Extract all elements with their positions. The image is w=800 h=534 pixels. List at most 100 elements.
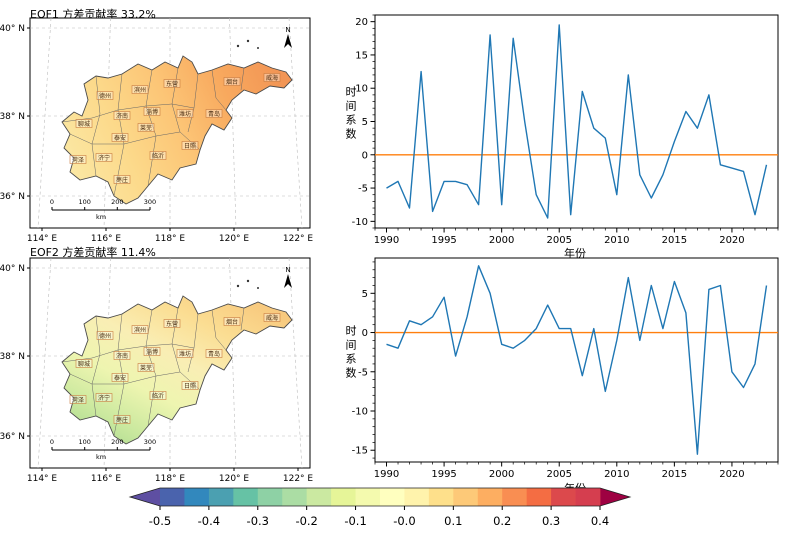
scalebar-tick-label: 300 xyxy=(144,438,156,446)
colorbar-segment xyxy=(282,488,308,506)
colorbar-tick-label: 0.2 xyxy=(493,514,511,528)
city-label: 莱芜 xyxy=(140,364,152,372)
city-label: 聊城 xyxy=(78,360,90,368)
y-tick-label: 40° N xyxy=(0,24,25,34)
city-label-box xyxy=(113,415,131,424)
city-label: 日照 xyxy=(184,143,196,150)
city-label-box xyxy=(111,373,129,382)
city-label-box xyxy=(75,359,93,368)
y-tick-label: 10 xyxy=(355,84,368,95)
y-tick-label: 0 xyxy=(362,328,368,339)
colorbar-tick-label: -0.5 xyxy=(149,514,171,528)
colorbar-segment xyxy=(380,488,405,506)
scalebar-tick-label: 0 xyxy=(50,198,54,206)
y-tick-label: 5 xyxy=(362,117,368,128)
colorbar-segment xyxy=(306,488,332,506)
city-label-box xyxy=(75,119,93,128)
x-tick-label: 2010 xyxy=(604,469,629,480)
x-tick-label: 120° E xyxy=(219,474,250,484)
city-label-box xyxy=(96,331,114,340)
eof1-pc-ylabel: 时间系数 xyxy=(344,86,357,142)
colorbar-segment xyxy=(331,488,356,506)
city-label: 东营 xyxy=(166,320,178,328)
city-label: 临沂 xyxy=(152,392,164,400)
scalebar-unit: km xyxy=(96,453,106,461)
y-tick-label: -10 xyxy=(352,217,368,228)
north-arrow-icon xyxy=(284,34,292,48)
city-label: 泰安 xyxy=(114,134,126,142)
city-label-box xyxy=(163,79,181,88)
colorbar-tick-label: 0.3 xyxy=(542,514,560,528)
north-label: N xyxy=(285,26,290,34)
colorbar-segment xyxy=(477,488,503,506)
scalebar-tick-label: 200 xyxy=(111,198,123,206)
city-label: 莱芜 xyxy=(140,124,152,132)
scalebar-tick-label: 300 xyxy=(144,198,156,206)
y-tick-label: 36° N xyxy=(0,432,25,442)
city-label: 菏泽 xyxy=(72,396,84,404)
eof2-pc-chart: 1990 1995 2000 2005 2010 2015 2020 -15 -10 -5 0 5 xyxy=(352,257,779,480)
colorbar: -0.5 -0.4 -0.3 -0.2 -0.1 -0.0 0.1 0.2 0.3 0.4 xyxy=(128,487,632,528)
city-label: 烟台 xyxy=(226,78,238,86)
city-label: 淄博 xyxy=(146,108,158,116)
city-label-box xyxy=(95,153,113,162)
city-label-box xyxy=(143,347,161,356)
eof1-pc-chart: 1990 1995 2000 2005 2010 2015 2020 -10 -5 0 5 10 15 2… xyxy=(352,14,779,246)
scalebar-tick-label: 100 xyxy=(78,198,90,206)
city-label: 临沂 xyxy=(152,152,164,160)
eof2-pc-ylabel: 时间系数 xyxy=(344,325,357,381)
city-label: 青岛 xyxy=(208,110,220,118)
city-label-box xyxy=(149,391,167,400)
north-arrow-icon xyxy=(284,274,292,288)
colorbar-segment xyxy=(160,488,185,506)
city-label: 烟台 xyxy=(226,318,238,326)
city-label: 东营 xyxy=(166,80,178,88)
y-tick-label: -5 xyxy=(358,367,368,378)
x-tick-label: 114° E xyxy=(27,234,58,244)
y-tick-label: 15 xyxy=(355,50,368,61)
colorbar-segment xyxy=(551,488,576,506)
city-label: 济南 xyxy=(116,352,128,360)
city-label: 滨州 xyxy=(134,326,146,334)
y-tick-label: 5 xyxy=(362,289,368,300)
y-tick-label: 20 xyxy=(355,17,368,28)
city-label-box xyxy=(111,133,129,142)
x-tick-label: 2005 xyxy=(547,469,572,480)
colorbar-segment xyxy=(208,488,234,506)
city-label-box xyxy=(176,109,194,118)
scalebar-unit: km xyxy=(96,213,106,221)
city-label-box xyxy=(95,393,113,402)
plot-box xyxy=(374,257,779,463)
city-label-box xyxy=(137,123,155,132)
colorbar-segment xyxy=(257,488,283,506)
city-label-box xyxy=(149,151,167,160)
city-label: 枣庄 xyxy=(116,416,128,424)
colorbar-segment xyxy=(233,488,259,506)
x-tick-label: 122° E xyxy=(283,234,314,244)
x-tick-label: 2005 xyxy=(547,235,572,246)
colorbar-segment xyxy=(502,488,528,506)
city-label-box xyxy=(69,155,87,164)
city-label-box xyxy=(113,351,131,360)
colorbar-segment xyxy=(404,488,430,506)
city-label-box xyxy=(176,349,194,358)
x-tick-label: 2015 xyxy=(662,235,687,246)
city-label: 菏泽 xyxy=(72,156,84,164)
colorbar-tick-label: 0.4 xyxy=(591,514,609,528)
city-label-box xyxy=(263,73,281,82)
x-tick-label: 118° E xyxy=(155,234,186,244)
scalebar-tick-label: 0 xyxy=(50,438,54,446)
city-label: 德州 xyxy=(99,92,111,100)
colorbar-tick-label: 0.1 xyxy=(444,514,462,528)
city-label: 德州 xyxy=(99,332,111,340)
city-label: 青岛 xyxy=(208,350,220,358)
city-label-box xyxy=(263,313,281,322)
colorbar-left-arrow xyxy=(130,488,160,506)
city-label: 聊城 xyxy=(78,120,90,128)
x-tick-label: 114° E xyxy=(27,474,58,484)
colorbar-segment xyxy=(575,488,601,506)
y-tick-label: 38° N xyxy=(0,112,25,122)
scalebar-tick-label: 200 xyxy=(111,438,123,446)
city-label-box xyxy=(181,141,199,150)
city-label-box xyxy=(137,363,155,372)
